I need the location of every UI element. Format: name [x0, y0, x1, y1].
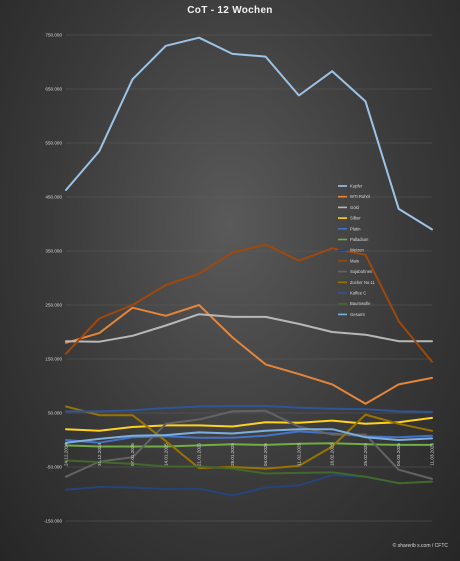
y-tick-label: 550.000 [45, 141, 62, 146]
legend-label: Kaffee C [350, 291, 366, 296]
series-line-kaffee-c [65, 405, 433, 413]
series-line-mais [65, 243, 433, 363]
y-tick-label: -50.000 [46, 465, 62, 470]
series-line-sojabohnen [65, 409, 433, 480]
x-tick-label: 25.02.2025 [363, 443, 368, 466]
legend-label: Gesamt [350, 312, 365, 317]
y-tick-label: 50.000 [48, 411, 62, 416]
y-tick-label: 250.000 [45, 303, 62, 308]
legend-label: Gold [350, 205, 360, 210]
x-tick-label: 07.01.2025 [130, 443, 135, 466]
y-tick-label: -150.000 [44, 519, 63, 524]
y-tick-label: 450.000 [45, 195, 62, 200]
legend-label: Baumwolle [350, 301, 371, 306]
series-line-kupfer [65, 36, 433, 231]
series-line-palladium [65, 442, 433, 448]
legend-label: Sojabohnen [350, 269, 373, 274]
series-line-wti-roh-l [65, 304, 433, 405]
series-line-baumwolle [65, 459, 433, 485]
source-credit: © sharerib s.com / CFTC [392, 543, 448, 549]
legend-label: Silber [350, 216, 361, 221]
legend-label: Palladium [350, 237, 369, 242]
legend-label: Weizen [350, 248, 365, 253]
x-tick-label: 14.01.2025 [163, 443, 168, 466]
x-tick-label: 24.12.2024 [64, 443, 69, 466]
x-tick-label: 28.01.2025 [230, 443, 235, 466]
x-tick-label: 11.02.2025 [296, 443, 301, 466]
series-line-gesamt [65, 428, 433, 444]
x-tick-label: 04.03.2025 [396, 443, 401, 466]
legend-label: Zucker No.11 [350, 280, 375, 285]
y-tick-label: 650.000 [45, 87, 62, 92]
chart-title: CoT - 12 Wochen [187, 5, 273, 16]
x-tick-label: 31.12.2024 [97, 443, 102, 466]
x-tick-label: 11.03.2025 [430, 443, 435, 466]
series-line-silber [65, 416, 433, 432]
series-line-gold [65, 313, 433, 343]
y-tick-label: 350.000 [45, 249, 62, 254]
legend-label: WTI Rohöl [350, 194, 370, 199]
series-line-platin [65, 430, 433, 444]
legend-label: Platin [350, 226, 361, 231]
legend-label: Mais [350, 258, 359, 263]
y-tick-label: 150.000 [45, 357, 62, 362]
x-tick-label: 04.02.2025 [263, 443, 268, 466]
series-line-zucker-no-11 [65, 405, 433, 470]
y-tick-label: 750.000 [45, 33, 62, 38]
x-tick-label: 21.01.2025 [197, 443, 202, 466]
legend-label: Kupfer [350, 184, 363, 189]
x-tick-label: 18.02.2025 [330, 443, 335, 466]
